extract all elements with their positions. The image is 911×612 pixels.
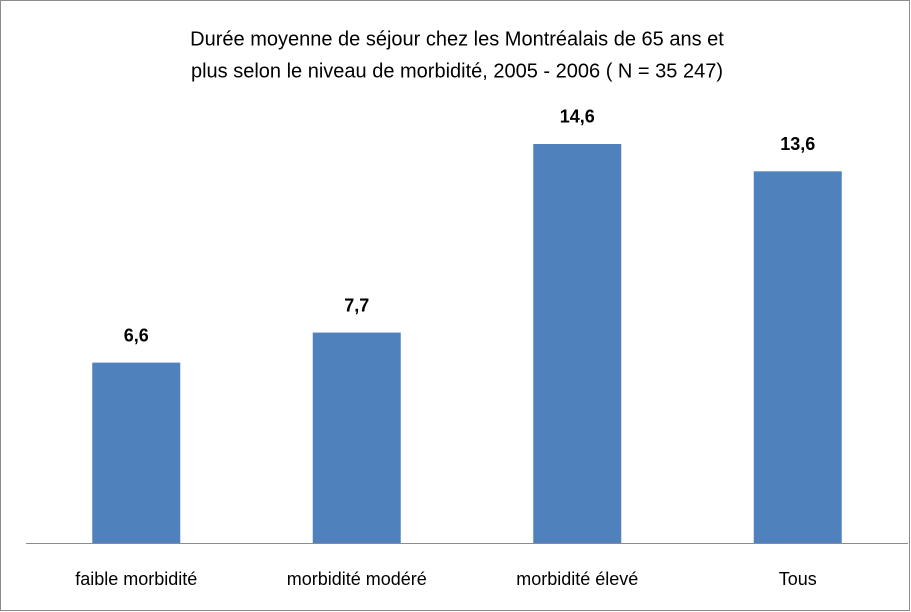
bar	[312, 332, 401, 543]
x-tick-label: faible morbidité	[75, 569, 197, 589]
x-tick-label: morbidité modéré	[287, 569, 427, 589]
data-label: 7,7	[344, 295, 369, 315]
bar	[753, 171, 842, 543]
data-label: 14,6	[560, 107, 595, 127]
bar	[92, 362, 181, 543]
data-label: 13,6	[780, 134, 815, 154]
x-tick-label: morbidité élevé	[516, 569, 638, 589]
chart-title: plus selon le niveau de morbidité, 2005 …	[191, 60, 723, 82]
x-tick-label: Tous	[779, 569, 817, 589]
data-label: 6,6	[124, 325, 149, 345]
bar	[533, 143, 622, 543]
chart-title: Durée moyenne de séjour chez les Montréa…	[190, 28, 724, 50]
